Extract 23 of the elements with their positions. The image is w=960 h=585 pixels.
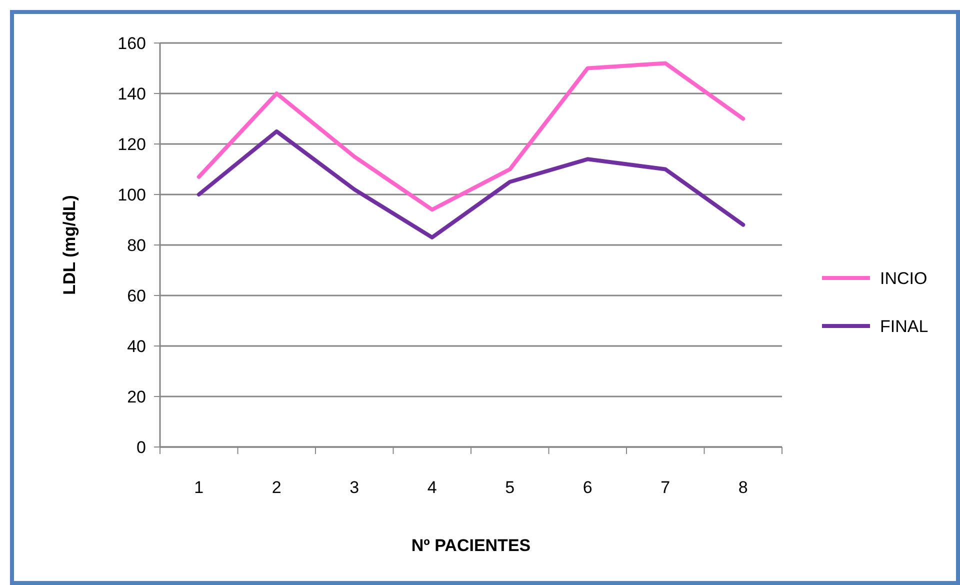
y-tick-label: 100 (118, 185, 146, 204)
x-tick-label: 2 (272, 478, 282, 497)
x-tick-label: 7 (660, 478, 670, 497)
line-series (196, 61, 746, 212)
y-tick-label: 140 (118, 84, 146, 104)
line-series (196, 129, 746, 240)
x-axis-title: Nº PACIENTES (411, 536, 531, 555)
x-tick-label: 4 (427, 478, 437, 497)
y-tick-label: 20 (127, 387, 146, 406)
x-tick-label: 6 (582, 478, 592, 497)
y-axis-title: LDL (mg/dL) (60, 195, 79, 295)
legend-label: INCIO (880, 268, 928, 288)
y-tick-label: 60 (127, 286, 146, 306)
legend-label: FINAL (880, 316, 928, 336)
x-tick-label: 8 (738, 478, 748, 497)
x-tick-label: 1 (194, 478, 204, 497)
y-tick-label: 80 (127, 236, 146, 255)
y-tick-label: 120 (118, 134, 146, 154)
y-tick-label: 40 (127, 336, 146, 356)
x-tick-label: 3 (350, 478, 360, 497)
x-tick-label: 5 (505, 478, 515, 497)
y-tick-label: 0 (136, 438, 146, 457)
y-tick-label: 160 (118, 34, 146, 53)
